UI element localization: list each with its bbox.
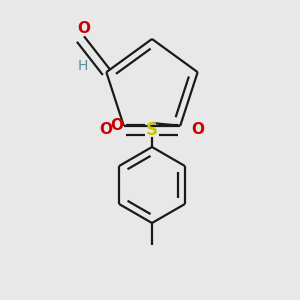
Text: O: O: [191, 122, 205, 137]
Text: O: O: [110, 118, 123, 133]
Text: H: H: [77, 59, 88, 73]
Text: S: S: [146, 121, 158, 139]
Text: O: O: [100, 122, 112, 137]
Text: O: O: [77, 21, 90, 36]
